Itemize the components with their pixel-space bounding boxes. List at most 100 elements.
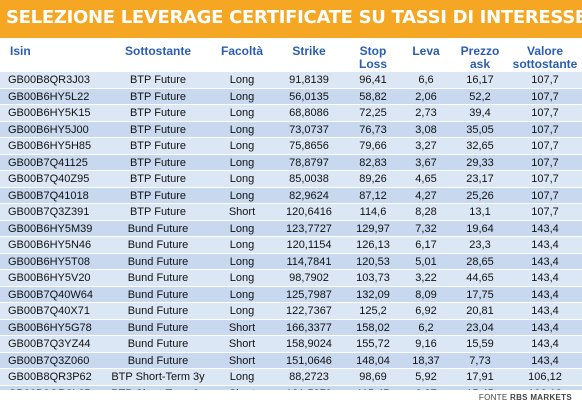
table-row: GB00B6HY5H85 BTP Future Long 75,8656 79,66 3,… <box>0 138 582 155</box>
cell-strike: 125,7987 <box>286 288 332 301</box>
cell-facolta: Short <box>228 338 256 350</box>
cell-leva: 18,37 <box>412 354 440 367</box>
cell-isin: GB00B7Q40W64 <box>8 288 93 301</box>
cell-prezzo-ask: 20,81 <box>466 305 494 317</box>
cell-valore-sottostante: 107,7 <box>531 189 559 202</box>
cell-isin: GB00B6HY5T08 <box>8 255 90 268</box>
cell-strike: 158,9024 <box>286 338 332 350</box>
cell-isin: GB00B7Q3Z391 <box>8 206 90 218</box>
page-title: SELEZIONE LEVERAGE CERTIFICATE SU TASSI … <box>6 7 582 28</box>
title-bar: SELEZIONE LEVERAGE CERTIFICATE SU TASSI … <box>0 0 582 38</box>
cell-facolta: Long <box>229 107 255 119</box>
cell-prezzo-ask: 17,91 <box>466 371 494 383</box>
cell-valore-sottostante: 143,4 <box>531 321 559 334</box>
cell-valore-sottostante: 107,7 <box>531 140 559 152</box>
cell-leva: 8,09 <box>415 288 437 301</box>
cell-sottostante: BTP Short-Term 3y <box>111 371 205 383</box>
cell-facolta: Long <box>229 173 255 185</box>
cell-stop-loss: 114,6 <box>359 206 387 218</box>
cell-sottostante: Bund Future <box>127 338 189 350</box>
cell-valore-sottostante: 107,7 <box>531 123 559 136</box>
table-body: GB00B8QR3J03 BTP Future Long 91,8139 96,41 6,… <box>0 72 582 402</box>
cell-facolta: Short <box>228 321 256 334</box>
cell-valore-sottostante: 143,4 <box>531 288 559 301</box>
cell-strike: 91,8139 <box>289 74 329 86</box>
cell-isin: GB00B6HY5K15 <box>8 107 91 119</box>
cell-sottostante: Bund Future <box>127 288 189 301</box>
header-stop-loss-line1: Stop <box>359 44 387 58</box>
table-row: GB00B6HY5M39 Bund Future Long 123,7727 129,9… <box>0 220 582 237</box>
cell-leva: 5,92 <box>415 371 437 383</box>
table-row: GB00B7Q40X71 Bund Future Long 122,7367 125,2… <box>0 303 582 320</box>
cell-leva: 6,6 <box>418 74 434 86</box>
cell-facolta: Long <box>229 189 255 202</box>
cell-valore-sottostante: 107,7 <box>531 173 559 185</box>
cell-isin: GB00B6HY5L22 <box>8 90 90 103</box>
cell-strike: 151,0646 <box>286 354 332 367</box>
table-header: Isin Sottostante Facoltà Strike Stop Los… <box>0 38 582 72</box>
cell-valore-sottostante: 143,4 <box>531 305 559 317</box>
table-row: GB00B7Q3Z060 Bund Future Short 151,0646 148,… <box>0 352 582 369</box>
cell-facolta: Long <box>229 74 255 86</box>
cell-sottostante: BTP Future <box>129 123 187 136</box>
cell-strike: 73,0737 <box>289 123 329 136</box>
header-sottostante: Sottostante <box>125 44 191 58</box>
cell-leva: 3,27 <box>415 140 437 152</box>
cell-sottostante: BTP Future <box>129 173 187 185</box>
cell-isin: GB00B6HY5G78 <box>8 321 92 334</box>
cell-prezzo-ask: 25,26 <box>466 189 494 202</box>
header-facolta: Facoltà <box>220 44 263 58</box>
cell-strike: 75,8656 <box>289 140 329 152</box>
cell-strike: 78,8797 <box>289 156 329 169</box>
cell-valore-sottostante: 143,4 <box>531 222 559 235</box>
cell-strike: 123,7727 <box>286 222 332 235</box>
cell-strike: 114,7841 <box>286 255 332 268</box>
cell-strike: 98,7902 <box>289 272 329 284</box>
table-row: GB00B6HY5G78 Bund Future Short 166,3377 158,… <box>0 319 582 336</box>
cell-leva: 4,65 <box>415 173 437 185</box>
header-valore-line2: sottostante <box>512 57 578 71</box>
cell-stop-loss: 129,97 <box>356 222 390 235</box>
cell-leva: 8,28 <box>415 206 437 218</box>
cell-isin: GB00B7Q3YZ44 <box>8 338 91 350</box>
cell-valore-sottostante: 143,4 <box>531 354 559 367</box>
cell-facolta: Long <box>229 156 255 169</box>
cell-strike: 122,7367 <box>286 305 332 317</box>
cell-leva: 3,22 <box>415 272 437 284</box>
cell-valore-sottostante: 143,4 <box>531 239 559 251</box>
cell-prezzo-ask: 17,75 <box>466 288 494 301</box>
header-prezzo-ask-line2: ask <box>469 57 491 71</box>
table-row: GB00B6HY5K15 BTP Future Long 68,8086 72,25 2,… <box>0 105 582 122</box>
cell-leva: 7,32 <box>415 222 437 235</box>
cell-prezzo-ask: 19,64 <box>466 222 494 235</box>
cell-prezzo-ask: 16,17 <box>466 74 494 86</box>
header-strike: Strike <box>292 44 326 58</box>
cell-facolta: Long <box>229 222 255 235</box>
cell-leva: 3,67 <box>415 156 437 169</box>
cell-facolta: Long <box>229 255 255 268</box>
cell-prezzo-ask: 15,59 <box>466 338 494 350</box>
cell-isin: GB00B7Q3Z060 <box>8 354 90 367</box>
cell-prezzo-ask: 7,73 <box>469 354 491 367</box>
cell-stop-loss: 96,41 <box>359 74 387 86</box>
cell-leva: 2,06 <box>415 90 437 103</box>
cell-prezzo-ask: 28,65 <box>466 255 494 268</box>
table-row: GB00B7Q3YZ44 Bund Future Short 158,9024 155,… <box>0 336 582 353</box>
cell-stop-loss: 158,02 <box>356 321 390 334</box>
cell-strike: 56,0135 <box>289 90 329 103</box>
cell-facolta: Long <box>229 123 255 136</box>
cell-valore-sottostante: 107,7 <box>531 90 559 103</box>
cell-stop-loss: 82,83 <box>359 156 387 169</box>
cell-isin: GB00B8QR3J03 <box>8 74 90 86</box>
cell-sottostante: BTP Future <box>129 206 187 218</box>
cell-isin: GB00B6HY5N46 <box>8 239 92 251</box>
cell-leva: 6,2 <box>418 321 434 334</box>
table-row: GB00B6HY5N46 Bund Future Long 120,1154 126,1… <box>0 237 582 254</box>
table-row: GB00B7Q41018 BTP Future Long 82,9624 87,12 4,… <box>0 187 582 204</box>
cell-sottostante: BTP Future <box>129 107 187 119</box>
cell-isin: GB00B6HY5M39 <box>8 222 93 235</box>
source-prefix: FONTE <box>478 393 508 402</box>
cell-sottostante: Bund Future <box>127 239 189 251</box>
cell-sottostante: BTP Future <box>129 140 187 152</box>
cell-strike: 88,2723 <box>289 371 329 383</box>
